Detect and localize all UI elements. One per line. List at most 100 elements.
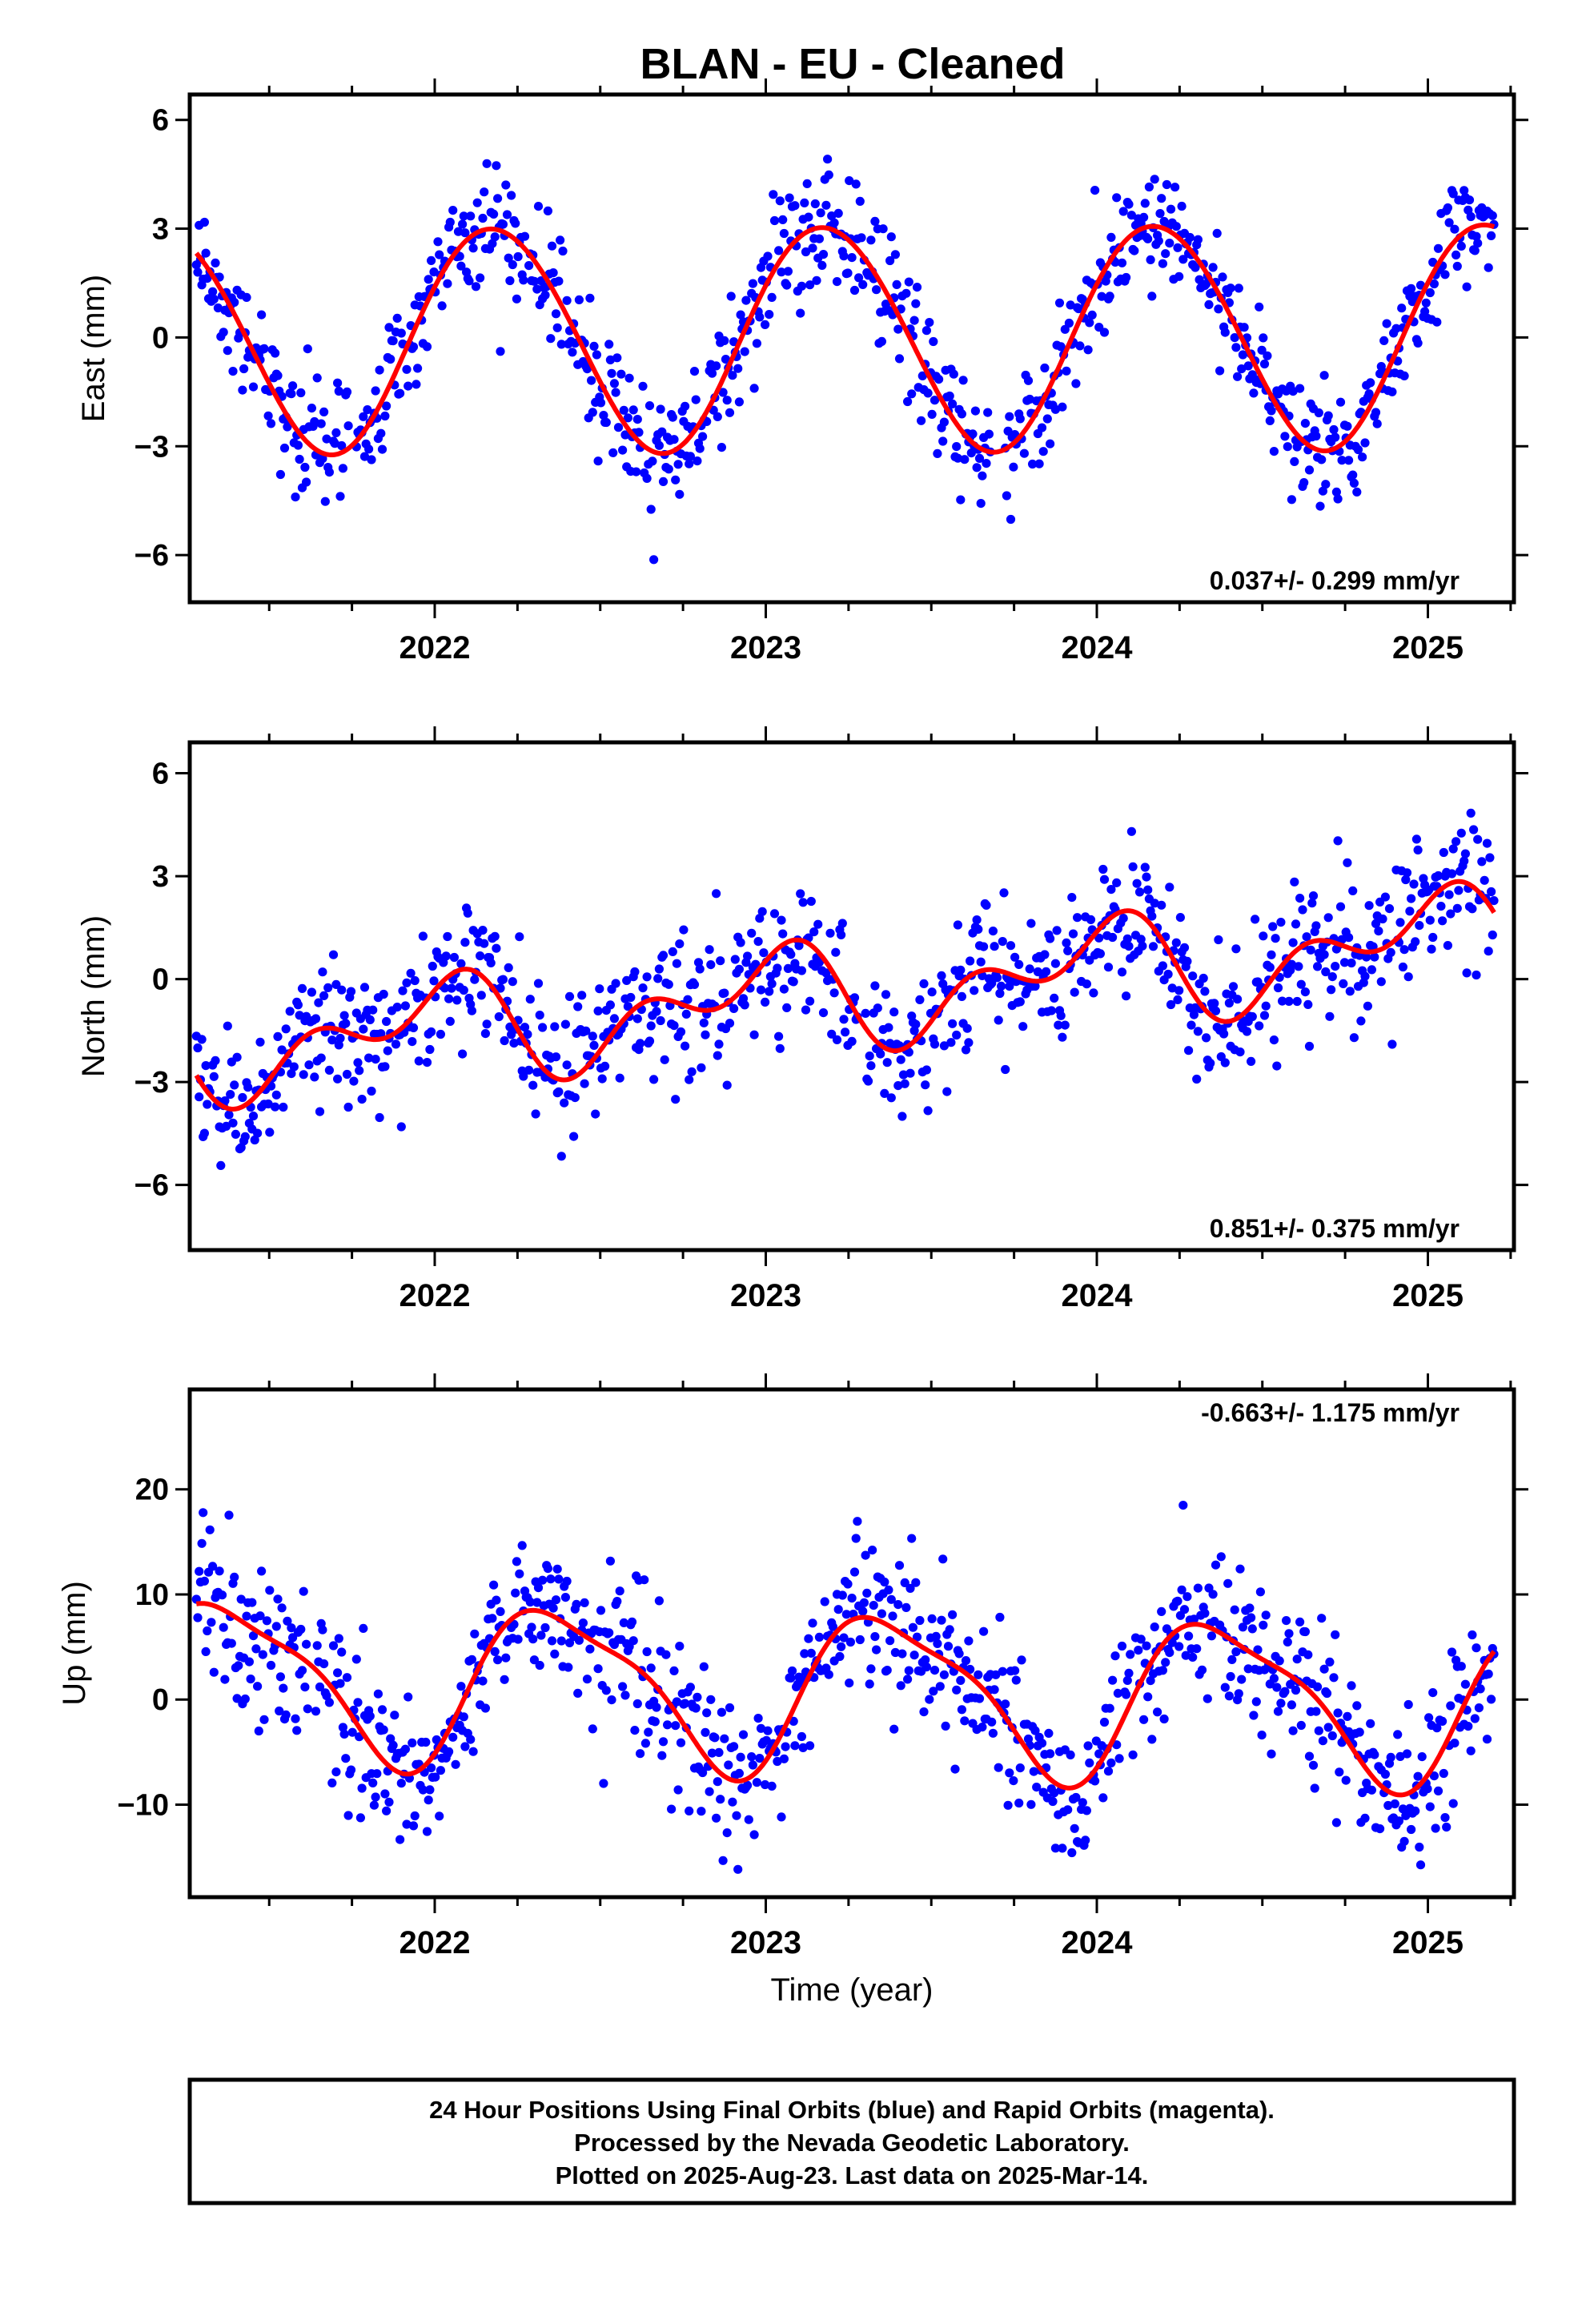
north-y-tick-label: −3 bbox=[135, 1066, 169, 1100]
up-data-point bbox=[1288, 1726, 1298, 1735]
north-data-point bbox=[452, 995, 462, 1005]
east-data-point bbox=[574, 295, 584, 304]
north-data-point bbox=[642, 972, 652, 982]
up-data-point bbox=[351, 1655, 361, 1664]
footer-line-2: Processed by the Nevada Geodetic Laborat… bbox=[574, 2129, 1130, 2157]
north-data-point bbox=[482, 1019, 492, 1029]
north-data-point bbox=[1452, 903, 1462, 913]
east-data-point bbox=[1333, 494, 1343, 504]
up-data-point bbox=[1143, 1692, 1153, 1702]
north-data-point bbox=[636, 1039, 645, 1048]
east-data-point bbox=[1288, 387, 1298, 396]
north-data-point bbox=[751, 959, 761, 969]
north-data-point bbox=[1058, 1032, 1067, 1042]
east-data-point bbox=[1344, 456, 1354, 465]
up-data-point bbox=[1440, 1813, 1450, 1823]
east-data-point bbox=[689, 367, 700, 376]
north-data-point bbox=[314, 998, 323, 1007]
footer-line-3: Plotted on 2025-Aug-23. Last data on 202… bbox=[556, 2161, 1149, 2189]
up-plot-frame bbox=[187, 1387, 1516, 1900]
up-data-point bbox=[945, 1625, 954, 1634]
up-data-point bbox=[244, 1657, 254, 1667]
up-data-point bbox=[1476, 1684, 1485, 1694]
up-data-point bbox=[800, 1649, 809, 1659]
up-data-point bbox=[421, 1737, 431, 1747]
east-data-point bbox=[478, 213, 488, 223]
north-data-point bbox=[1060, 1020, 1070, 1030]
east-data-point bbox=[917, 371, 927, 380]
up-data-point bbox=[937, 1615, 946, 1625]
north-data-point bbox=[486, 958, 496, 967]
up-data-point bbox=[311, 1707, 321, 1716]
up-data-point bbox=[1313, 1682, 1323, 1691]
north-data-point bbox=[508, 977, 517, 987]
east-y-tick-label: −6 bbox=[135, 539, 169, 573]
up-rate-label: -0.663+/- 1.175 mm/yr bbox=[1201, 1398, 1460, 1427]
east-data-point bbox=[1204, 300, 1214, 309]
up-data-point bbox=[209, 1667, 219, 1677]
east-data-point bbox=[601, 417, 611, 428]
north-data-point bbox=[562, 1060, 572, 1070]
north-data-point bbox=[671, 1095, 681, 1104]
up-data-point bbox=[253, 1682, 263, 1691]
up-data-point bbox=[642, 1647, 652, 1657]
east-data-point bbox=[460, 228, 470, 238]
east-data-point bbox=[359, 452, 370, 461]
east-data-point bbox=[843, 268, 853, 278]
east-data-point bbox=[1154, 236, 1163, 246]
up-data-point bbox=[451, 1759, 460, 1769]
east-data-point bbox=[1376, 362, 1386, 372]
north-data-point bbox=[740, 1000, 749, 1010]
up-data-point bbox=[599, 1779, 608, 1788]
north-data-point bbox=[1026, 919, 1036, 928]
north-data-point bbox=[685, 1075, 694, 1084]
up-data-point bbox=[400, 1744, 410, 1754]
east-data-point bbox=[904, 277, 913, 287]
east-data-point bbox=[1300, 419, 1310, 428]
north-data-point bbox=[1276, 918, 1286, 927]
east-data-point bbox=[872, 285, 881, 295]
up-data-point bbox=[489, 1580, 499, 1590]
up-data-point bbox=[1269, 1674, 1279, 1683]
up-data-point bbox=[1067, 1848, 1077, 1858]
north-data-point bbox=[714, 1039, 724, 1049]
north-data-point bbox=[1272, 1061, 1282, 1071]
up-data-point bbox=[1063, 1805, 1073, 1815]
east-data-point bbox=[223, 346, 232, 356]
east-data-point bbox=[1335, 397, 1346, 407]
up-data-point bbox=[890, 1647, 900, 1658]
up-data-point bbox=[201, 1647, 211, 1656]
up-data-point bbox=[538, 1575, 548, 1585]
east-data-point bbox=[375, 365, 384, 375]
east-data-point bbox=[331, 428, 341, 438]
east-data-point bbox=[1488, 211, 1497, 220]
east-data-point bbox=[808, 243, 817, 253]
east-model-curve bbox=[194, 222, 1496, 457]
east-data-point bbox=[1038, 447, 1048, 456]
north-data-point bbox=[253, 1128, 263, 1138]
up-data-point bbox=[1380, 1769, 1390, 1779]
north-data-point bbox=[753, 937, 763, 947]
east-data-point bbox=[618, 445, 628, 455]
up-data-point bbox=[207, 1618, 216, 1627]
up-data-point bbox=[380, 1789, 390, 1799]
east-data-point bbox=[664, 464, 673, 474]
up-data-point bbox=[1284, 1629, 1294, 1638]
north-data-point bbox=[1371, 919, 1381, 928]
up-data-point bbox=[1208, 1590, 1218, 1599]
north-data-point bbox=[425, 1044, 435, 1055]
up-data-point bbox=[904, 1666, 913, 1675]
up-data-point bbox=[377, 1705, 387, 1715]
east-data-point bbox=[1124, 199, 1134, 209]
up-data-point bbox=[353, 1698, 363, 1707]
north-data-point bbox=[1068, 929, 1078, 939]
east-data-point bbox=[611, 388, 620, 397]
east-data-point bbox=[1208, 263, 1218, 272]
east-data-point bbox=[818, 250, 829, 259]
up-data-point bbox=[1257, 1731, 1267, 1740]
up-data-point bbox=[1227, 1655, 1237, 1664]
east-data-point bbox=[1421, 298, 1431, 308]
east-data-point bbox=[1066, 300, 1075, 310]
north-data-point bbox=[605, 1000, 616, 1010]
